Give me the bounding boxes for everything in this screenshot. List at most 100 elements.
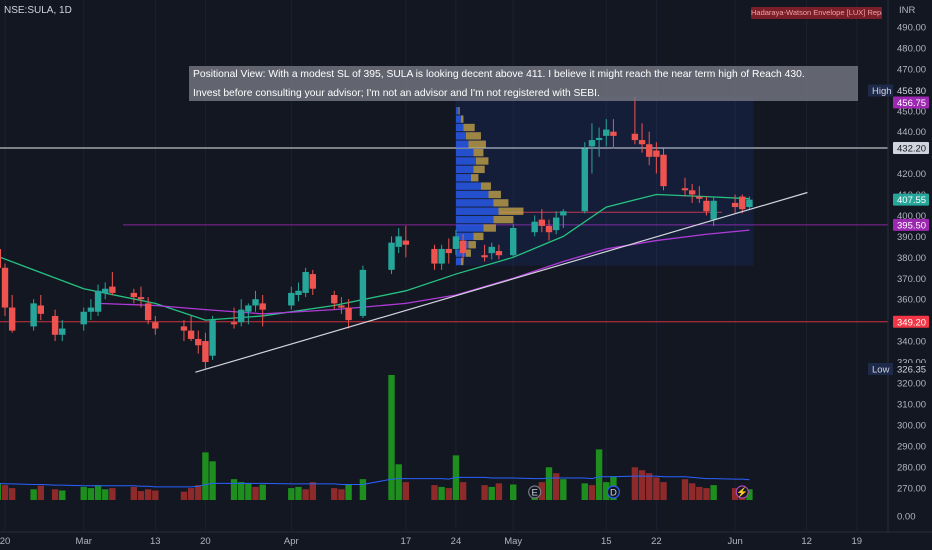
candle-body: [495, 251, 503, 256]
volume-bar: [696, 486, 703, 500]
profile-bar-alt: [473, 148, 484, 157]
x-tick-label: 22: [651, 536, 662, 547]
note-line-1: Positional View: With a modest SL of 395…: [193, 69, 805, 80]
volume-bar: [331, 488, 338, 500]
indicator-badge[interactable]: Hadaraya-Watson Envelope [LUX] Repaints: [751, 7, 882, 19]
candle-body: [688, 190, 696, 195]
candle-body: [696, 196, 703, 199]
profile-bar-alt: [458, 107, 460, 115]
candle-body: [452, 236, 460, 249]
candle-body: [395, 236, 402, 247]
volume-bar: [345, 484, 352, 500]
volume-bar: [51, 489, 59, 500]
volume-bar: [94, 485, 102, 500]
y-tick-label: 0.00: [897, 512, 916, 523]
profile-bar-alt: [488, 190, 501, 199]
volume-bar: [731, 488, 739, 500]
volume-bar: [646, 473, 653, 500]
volume-bar: [230, 479, 238, 500]
candle-body: [560, 211, 567, 216]
volume-bar: [0, 483, 2, 500]
x-tick-label: 13: [150, 536, 161, 547]
currency-label: INR: [899, 5, 916, 16]
volume-profile-range: [455, 96, 754, 266]
profile-bar-vol: [455, 207, 499, 215]
price-tag-value: 407.55: [897, 195, 926, 206]
volume-bar: [481, 485, 488, 500]
candle-body: [739, 196, 746, 210]
profile-bar-vol: [455, 174, 471, 182]
volume-bar: [653, 477, 660, 500]
y-tick-label: 450.00: [897, 106, 926, 117]
profile-bar-alt: [498, 207, 524, 215]
trendline: [195, 191, 808, 373]
volume-bar: [152, 490, 159, 500]
price-tag-value: 349.20: [897, 317, 926, 328]
y-tick-label: 420.00: [897, 169, 926, 180]
price-tag-bg: [893, 96, 929, 109]
volume-bar: [638, 470, 646, 500]
volume-bar: [359, 479, 367, 500]
volume-bar: [681, 479, 689, 500]
candle-body: [187, 330, 195, 339]
volume-bar: [87, 488, 95, 500]
candle-body: [302, 271, 309, 293]
volume-bar: [438, 486, 445, 500]
profile-bar-vol: [455, 115, 461, 123]
profile-bar-vol: [455, 157, 476, 165]
volume-bar: [59, 490, 66, 500]
candle-body: [653, 150, 660, 157]
candle-body: [30, 303, 37, 327]
candle-body: [646, 144, 653, 157]
symbol-label[interactable]: NSE:SULA, 1D: [4, 5, 72, 16]
volume-bar: [252, 486, 259, 500]
profile-bar-alt: [463, 123, 475, 132]
profile-bar-alt: [460, 115, 464, 123]
candle-body: [603, 129, 610, 136]
volume-bar: [560, 479, 567, 500]
volume-bar: [510, 484, 517, 500]
volume-bar: [130, 486, 138, 500]
profile-bar-vol: [455, 123, 464, 132]
x-tick-label: Mar: [76, 536, 92, 547]
price-tag-value: 456.75: [897, 98, 926, 109]
candle-body: [209, 320, 216, 356]
annotation-note[interactable]: Positional View: With a modest SL of 395…: [189, 66, 858, 101]
candle-body: [309, 274, 316, 289]
profile-bar-alt: [460, 257, 464, 266]
candle-body: [359, 269, 367, 316]
volume-bar: [581, 483, 588, 500]
price-tag-value: 326.35: [897, 365, 926, 376]
y-tick-label: 320.00: [897, 379, 926, 390]
volume-bar: [688, 483, 696, 500]
x-tick-label: 12: [801, 536, 812, 547]
candle-body: [137, 297, 145, 300]
volume-bar: [302, 489, 309, 500]
candle-body: [252, 299, 259, 306]
x-tick-label: 17: [401, 536, 412, 547]
moving-average-slow: [98, 229, 750, 315]
profile-bar-alt: [483, 224, 496, 232]
candle-body: [746, 199, 753, 208]
profile-bar-vol: [455, 132, 466, 140]
price-tag-bg: [893, 193, 929, 206]
volume-bar: [595, 449, 603, 500]
price-tag-label: Low: [872, 365, 890, 376]
y-tick-label: 480.00: [897, 43, 926, 54]
candle-body: [130, 292, 138, 298]
event-marker: [528, 485, 542, 499]
price-tag-label: High: [872, 86, 892, 97]
volume-bar: [746, 489, 753, 500]
candle-body: [459, 240, 467, 254]
candle-body: [638, 140, 646, 145]
price-tag-bg: [893, 142, 929, 155]
x-tick-label: May: [504, 536, 522, 547]
candle-body: [8, 307, 16, 331]
candle-body: [438, 248, 445, 264]
volume-bar: [552, 473, 560, 500]
x-tick-label: 19: [852, 536, 863, 547]
volume-bar: [538, 482, 546, 500]
y-tick-label: 390.00: [897, 232, 926, 243]
volume-bar: [209, 461, 216, 500]
y-tick-label: 440.00: [897, 127, 926, 138]
